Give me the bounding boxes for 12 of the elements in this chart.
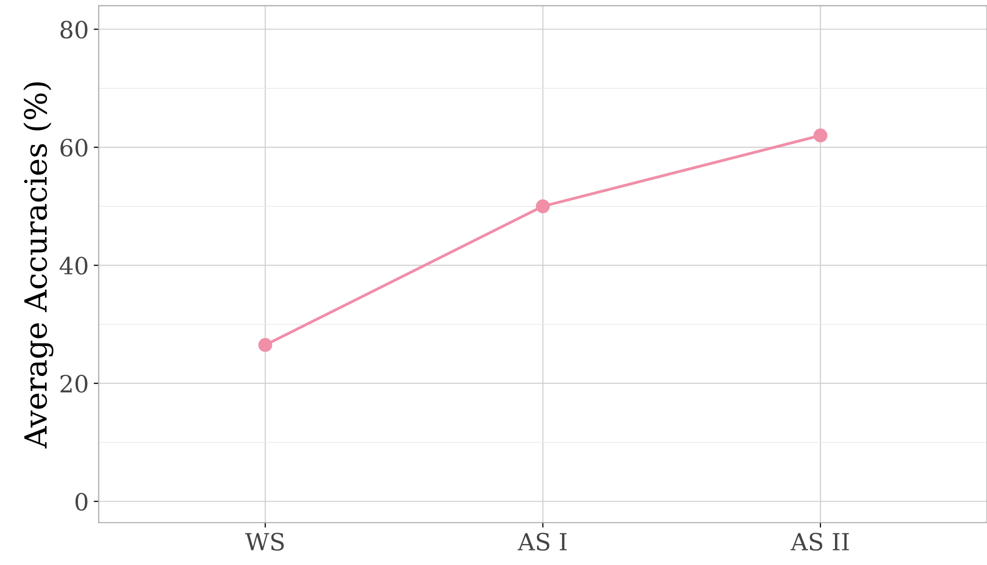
y-axis-title: Average Accuracies (%) <box>23 82 54 449</box>
point <box>536 199 550 214</box>
y-tick-label: 60 <box>60 138 88 157</box>
point <box>814 128 828 142</box>
x-tick-label: WS <box>245 532 284 551</box>
x-tick-label: AS I <box>518 532 567 551</box>
y-tick-label: 40 <box>60 256 88 275</box>
y-tick-label: 20 <box>60 374 88 393</box>
point <box>258 338 272 352</box>
y-tick-label: 0 <box>76 492 88 511</box>
x-tick-label: AS II <box>790 532 849 551</box>
y-tick-label: 80 <box>60 20 88 39</box>
